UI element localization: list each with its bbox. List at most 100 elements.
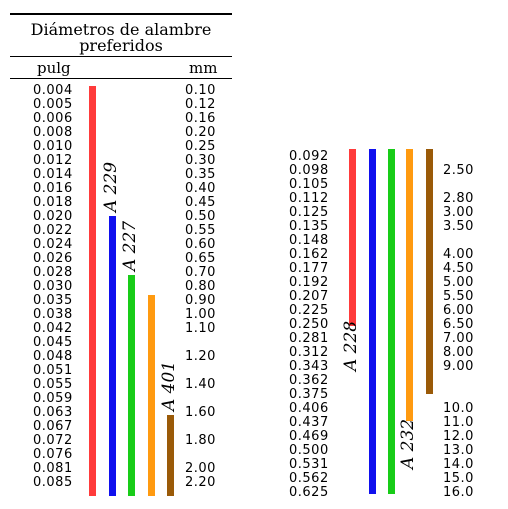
wire-diameter-in: 0.531 bbox=[289, 457, 329, 472]
wire-diameter-in: 0.135 bbox=[289, 219, 329, 234]
wire-diameter-in: 0.250 bbox=[289, 317, 329, 332]
wire-diameter-in: 0.072 bbox=[33, 433, 73, 448]
wire-diameter-in: 0.225 bbox=[289, 303, 329, 318]
table-subheader-rule bbox=[10, 78, 232, 79]
wire-diameter-in: 0.063 bbox=[33, 405, 73, 420]
wire-diameter-mm: 8.00 bbox=[443, 345, 474, 360]
wire-diameter-in: 0.014 bbox=[33, 167, 73, 182]
wire-diameter-mm: 2.20 bbox=[185, 475, 216, 490]
right-mm-column: 2.50 2.80 3.00 3.50 4.00 4.50 5.00 5.50 6.00 6.50… bbox=[443, 150, 474, 500]
wire-diameter-in: 0.085 bbox=[33, 475, 73, 490]
wire-diameter-mm: 7.00 bbox=[443, 331, 474, 346]
label-a227: A 227 bbox=[120, 220, 140, 271]
bar-a401-right bbox=[426, 149, 433, 394]
wire-diameter-mm: 5.00 bbox=[443, 275, 474, 290]
wire-diameter-mm: 0.90 bbox=[185, 293, 216, 308]
bar-a229-right bbox=[369, 149, 376, 494]
wire-diameter-mm: 0.10 bbox=[185, 83, 216, 98]
wire-diameter-in: 0.024 bbox=[33, 237, 73, 252]
wire-diameter-mm bbox=[185, 448, 216, 462]
wire-diameter-mm: 15.0 bbox=[443, 471, 474, 486]
wire-diameter-mm bbox=[185, 392, 216, 406]
wire-diameter-mm: 0.45 bbox=[185, 195, 216, 210]
bar-a229 bbox=[109, 216, 116, 496]
wire-diameter-mm: 2.00 bbox=[185, 461, 216, 476]
wire-diameter-in: 0.192 bbox=[289, 275, 329, 290]
wire-diameter-in: 0.012 bbox=[33, 153, 73, 168]
wire-diameter-mm: 0.60 bbox=[185, 237, 216, 252]
wire-diameter-in: 0.035 bbox=[33, 293, 73, 308]
wire-diameter-mm: 11.0 bbox=[443, 415, 474, 430]
wire-diameter-in: 0.500 bbox=[289, 443, 329, 458]
wire-diameter-mm: 0.40 bbox=[185, 181, 216, 196]
wire-diameter-mm: 2.50 bbox=[443, 163, 474, 178]
wire-diameter-in: 0.562 bbox=[289, 471, 329, 486]
wire-diameter-mm: 12.0 bbox=[443, 429, 474, 444]
column-header-mm: mm bbox=[189, 59, 218, 77]
wire-diameter-mm: 0.55 bbox=[185, 223, 216, 238]
wire-diameter-mm: 0.16 bbox=[185, 111, 216, 126]
label-a401: A 401 bbox=[159, 360, 179, 411]
wire-diameter-mm: 6.50 bbox=[443, 317, 474, 332]
wire-diameter-in: 0.343 bbox=[289, 359, 329, 374]
wire-diameter-mm: 1.80 bbox=[185, 433, 216, 448]
wire-diameter-in: 0.008 bbox=[33, 125, 73, 140]
wire-diameter-mm: 0.65 bbox=[185, 251, 216, 266]
wire-diameter-in: 0.059 bbox=[33, 391, 73, 406]
wire-diameter-mm: 9.00 bbox=[443, 359, 474, 374]
wire-diameter-in: 0.312 bbox=[289, 345, 329, 360]
wire-diameter-in: 0.018 bbox=[33, 195, 73, 210]
wire-diameter-mm: 0.70 bbox=[185, 265, 216, 280]
wire-diameter-mm: 0.25 bbox=[185, 139, 216, 154]
wire-diameter-in: 0.005 bbox=[33, 97, 73, 112]
wire-diameter-in: 0.004 bbox=[33, 83, 73, 98]
wire-diameter-in: 0.098 bbox=[289, 163, 329, 178]
wire-diameter-in: 0.362 bbox=[289, 373, 329, 388]
bar-a227-right bbox=[388, 149, 395, 494]
wire-diameter-in: 0.048 bbox=[33, 349, 73, 364]
wire-diameter-mm: 14.0 bbox=[443, 457, 474, 472]
wire-diameter-in: 0.028 bbox=[33, 265, 73, 280]
wire-diameter-in: 0.045 bbox=[33, 335, 73, 350]
table-title-line2: preferidos bbox=[79, 36, 163, 55]
wire-diameter-in: 0.162 bbox=[289, 247, 329, 262]
wire-diameter-mm: 6.00 bbox=[443, 303, 474, 318]
wire-diameter-in: 0.055 bbox=[33, 377, 73, 392]
left-mm-column: 0.10 0.12 0.16 0.20 0.25 0.30 0.35 0.40 0.45 0.50… bbox=[185, 84, 216, 490]
wire-diameter-mm: 1.20 bbox=[185, 349, 216, 364]
wire-diameter-mm bbox=[443, 388, 474, 402]
label-a232: A 232 bbox=[398, 418, 418, 469]
wire-diameter-mm: 0.12 bbox=[185, 97, 216, 112]
wire-diameter-in: 0.437 bbox=[289, 415, 329, 430]
wire-diameter-in: 0.207 bbox=[289, 289, 329, 304]
bar-a228-left bbox=[89, 86, 96, 496]
wire-diameter-mm: 2.80 bbox=[443, 191, 474, 206]
wire-diameter-mm: 0.30 bbox=[185, 153, 216, 168]
wire-diameter-in: 0.038 bbox=[33, 307, 73, 322]
wire-diameter-mm: 5.50 bbox=[443, 289, 474, 304]
column-header-in: pulg bbox=[37, 59, 71, 77]
wire-diameter-in: 0.022 bbox=[33, 223, 73, 238]
wire-diameter-in: 0.020 bbox=[33, 209, 73, 224]
wire-diameter-in: 0.006 bbox=[33, 111, 73, 126]
wire-diameter-mm: 16.0 bbox=[443, 485, 474, 500]
wire-diameter-in: 0.406 bbox=[289, 401, 329, 416]
wire-diameter-in: 0.076 bbox=[33, 447, 73, 462]
wire-diameter-mm: 0.80 bbox=[185, 279, 216, 294]
wire-diameter-in: 0.112 bbox=[289, 191, 329, 206]
wire-diameter-mm bbox=[185, 420, 216, 434]
wire-diameter-mm bbox=[443, 178, 474, 192]
bar-a232-left bbox=[148, 295, 155, 496]
wire-diameter-mm: 1.10 bbox=[185, 321, 216, 336]
wire-diameter-mm: 0.35 bbox=[185, 167, 216, 182]
right-inch-column: 0.092 0.098 0.105 0.112 0.125 0.135 0.148 0.162… bbox=[289, 150, 329, 500]
wire-diameter-in: 0.051 bbox=[33, 363, 73, 378]
table-header-rule bbox=[10, 56, 232, 57]
wire-diameter-in: 0.125 bbox=[289, 205, 329, 220]
wire-diameter-mm: 1.00 bbox=[185, 307, 216, 322]
wire-diameter-in: 0.469 bbox=[289, 429, 329, 444]
wire-diameter-in: 0.081 bbox=[33, 461, 73, 476]
wire-diameter-mm bbox=[185, 336, 216, 350]
wire-diameter-mm: 1.60 bbox=[185, 405, 216, 420]
table-top-rule bbox=[10, 13, 232, 15]
